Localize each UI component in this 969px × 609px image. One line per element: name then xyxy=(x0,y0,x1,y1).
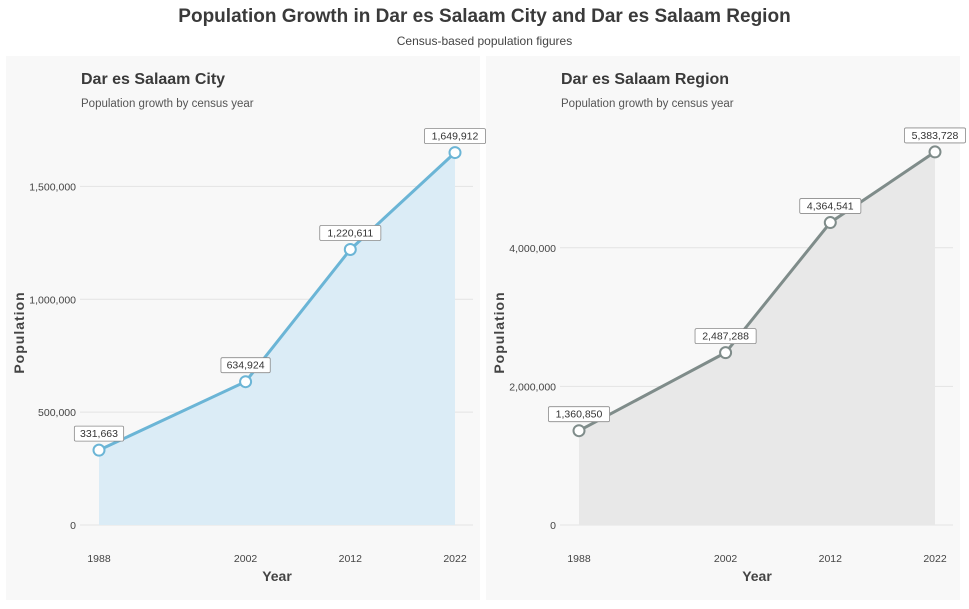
data-label-box xyxy=(220,357,271,374)
data-point xyxy=(572,424,586,438)
chart-main-subtitle: Census-based population figures xyxy=(396,34,573,48)
data-point xyxy=(92,443,106,457)
series-line xyxy=(98,151,457,452)
data-label: 5,383,728 xyxy=(912,130,959,142)
x-tick-label: 2012 xyxy=(819,553,843,565)
y-tick-label: 0 xyxy=(70,520,76,532)
chart-main-title: Population Growth in Dar es Salaam City … xyxy=(178,6,791,27)
y-tick-label: 1,000,000 xyxy=(29,294,76,306)
data-label-box xyxy=(799,198,862,214)
data-label: 331,663 xyxy=(80,428,118,440)
data-label-box xyxy=(73,425,125,442)
series-area xyxy=(99,152,455,525)
series-area xyxy=(579,151,935,525)
x-axis-title: Year xyxy=(262,568,292,584)
data-label-box xyxy=(424,128,486,144)
data-label: 4,364,541 xyxy=(807,201,854,213)
data-point xyxy=(928,145,942,159)
data-label-box xyxy=(548,406,610,423)
chart-panel-1: Dar es Salaam City Population growth by c… xyxy=(6,56,486,600)
x-tick-label: 2022 xyxy=(443,553,467,565)
series-line xyxy=(578,150,936,433)
y-tick-label: 4,000,000 xyxy=(509,243,556,255)
data-label-box xyxy=(319,225,382,241)
x-tick-label: 2022 xyxy=(923,553,947,565)
y-tick-label: 2,000,000 xyxy=(509,381,556,393)
x-axis-title: Year xyxy=(742,568,772,584)
panel-subtitle: Population growth by census year xyxy=(81,98,254,110)
x-tick-label: 1988 xyxy=(87,553,111,565)
data-point xyxy=(823,216,837,230)
x-tick-label: 2002 xyxy=(714,553,738,565)
data-label-box xyxy=(694,328,757,345)
y-tick-label: 1,500,000 xyxy=(29,181,76,193)
panel-title: Dar es Salaam City xyxy=(81,71,225,88)
data-point xyxy=(239,375,253,389)
data-label: 634,924 xyxy=(227,360,265,372)
chart-panel-2: Dar es Salaam Region Population growth by… xyxy=(486,56,966,600)
y-axis-title: Population xyxy=(11,291,27,373)
data-label: 1,220,611 xyxy=(327,227,373,239)
x-tick-label: 2012 xyxy=(339,553,363,565)
data-label: 2,487,288 xyxy=(702,331,749,343)
data-label: 1,360,850 xyxy=(556,409,603,421)
x-tick-label: 2002 xyxy=(234,553,258,565)
panel-title: Dar es Salaam Region xyxy=(561,71,729,88)
y-axis-title: Population xyxy=(491,291,507,373)
data-point xyxy=(343,242,357,256)
data-label-box xyxy=(904,127,966,144)
data-point xyxy=(448,146,462,160)
y-tick-label: 0 xyxy=(550,520,556,532)
panel-subtitle: Population growth by census year xyxy=(561,98,734,110)
y-tick-label: 500,000 xyxy=(38,407,76,419)
x-tick-label: 1988 xyxy=(567,553,591,565)
data-label: 1,649,912 xyxy=(432,131,479,143)
data-point xyxy=(719,346,733,360)
